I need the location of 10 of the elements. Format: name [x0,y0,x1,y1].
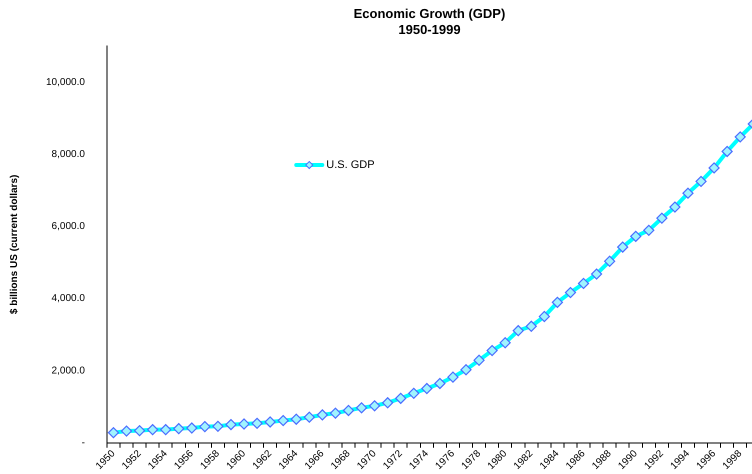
legend-label: U.S. GDP [326,159,375,172]
y-tick-label: 4,000.0 [52,293,86,304]
y-tick-label: - [82,438,85,449]
y-tick-label: 10,000.0 [46,76,86,88]
y-axis-title: $ billions US (current dollars) [8,174,20,314]
y-tick-label: 8,000.0 [52,148,86,160]
chart-title: Economic Growth (GDP) [354,6,506,22]
chart-subtitle: 1950-1999 [398,22,461,38]
y-tick-label: 2,000.0 [52,365,86,376]
y-tick-label: 6,000.0 [52,221,86,232]
